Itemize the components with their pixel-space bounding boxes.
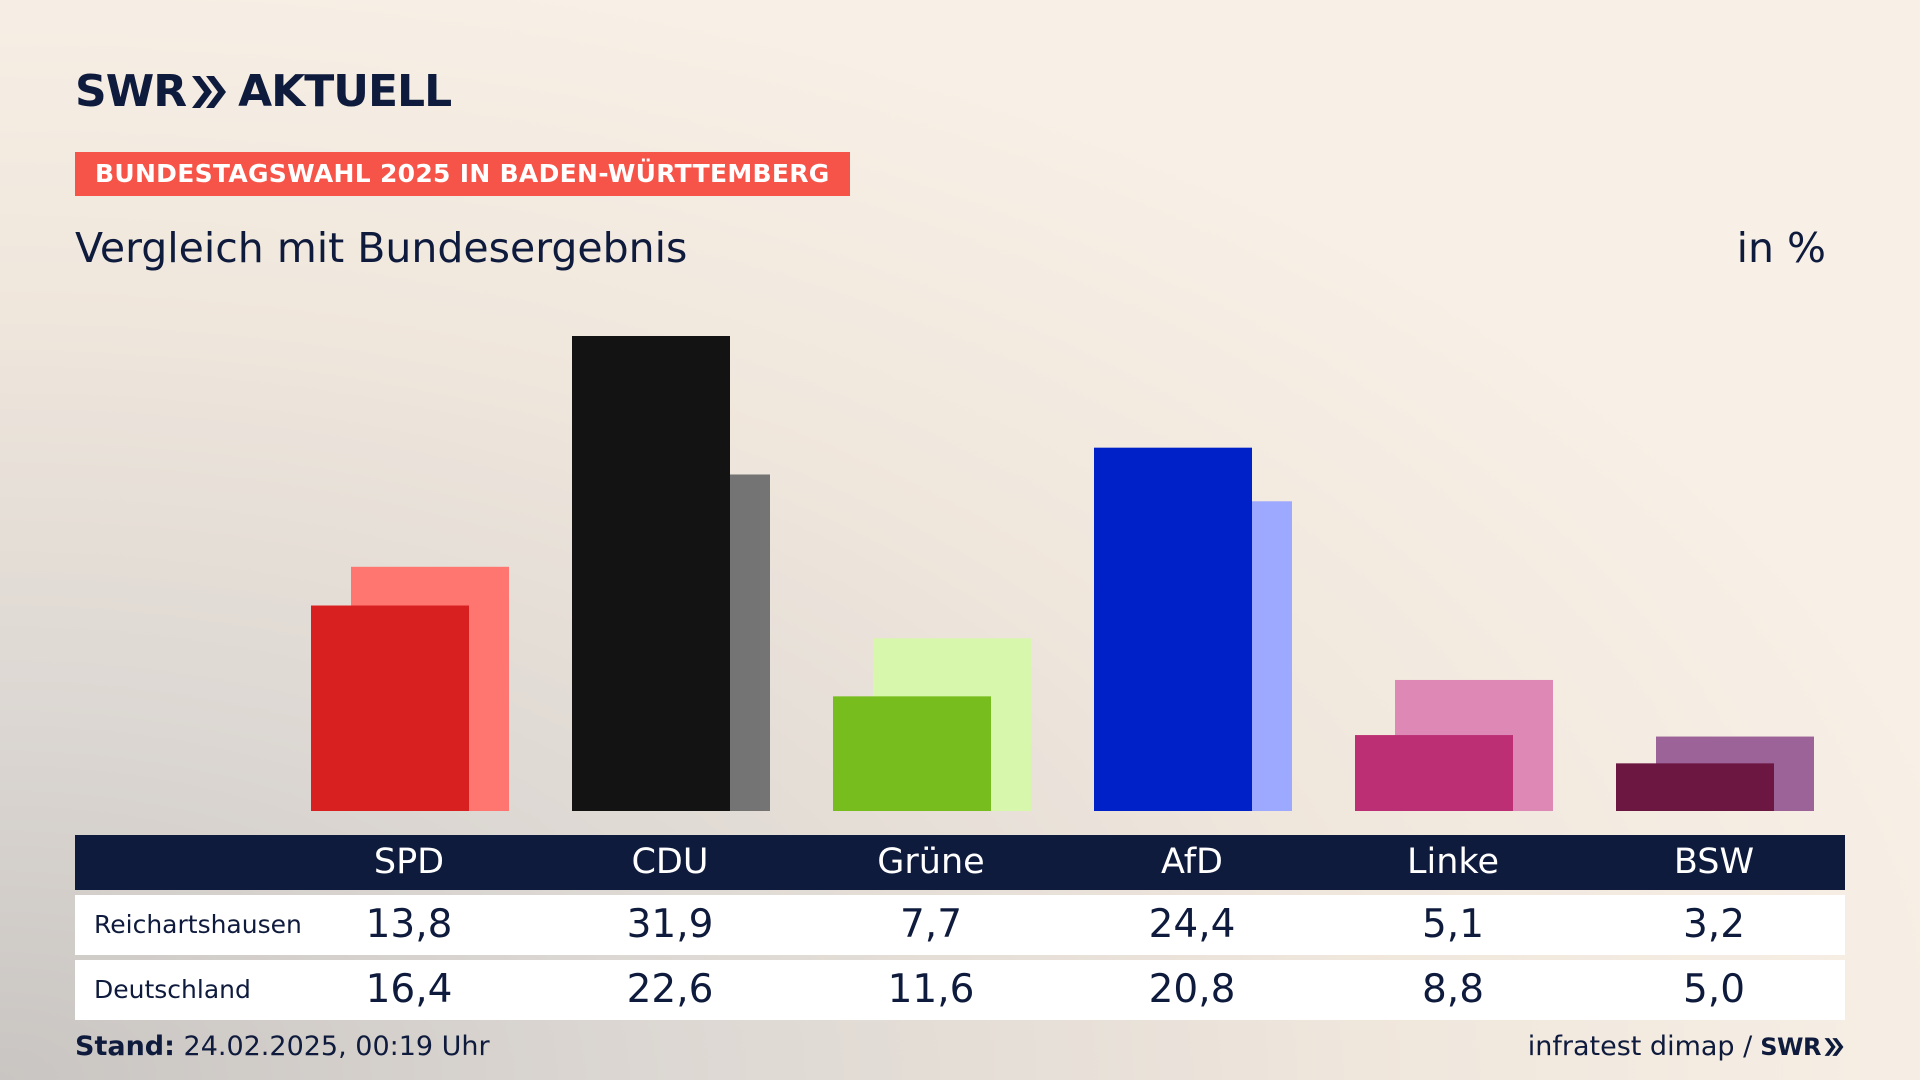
bar-afd-reichartshausen bbox=[1094, 447, 1252, 811]
value-cell: 22,6 bbox=[626, 967, 714, 1012]
election-badge: BUNDESTAGSWAHL 2025 IN BADEN-WÜRTTEMBERG bbox=[75, 152, 850, 196]
value-cell: 3,2 bbox=[1682, 902, 1746, 947]
value-cell: 8,8 bbox=[1421, 967, 1485, 1012]
value-cell: 13,8 bbox=[365, 902, 453, 947]
bar-spd-reichartshausen bbox=[311, 605, 469, 811]
stand-value: 24.02.2025, 00:19 Uhr bbox=[183, 1031, 490, 1062]
unit-label: in % bbox=[1736, 224, 1826, 272]
header-afd: AfD bbox=[1161, 842, 1223, 882]
row-label-reichartshausen: Reichartshausen bbox=[94, 910, 302, 939]
stand-label: Stand: bbox=[75, 1031, 175, 1062]
logo-aktuell-text: AKTUELL bbox=[238, 66, 452, 117]
value-cell: 11,6 bbox=[887, 967, 975, 1012]
value-cell: 5,1 bbox=[1421, 902, 1485, 947]
double-chevron-icon bbox=[1824, 1038, 1844, 1056]
table-header-row: SPD CDU Grüne AfD Linke BSW bbox=[75, 835, 1845, 890]
header-cdu: CDU bbox=[631, 842, 709, 882]
header-bsw: BSW bbox=[1673, 842, 1755, 882]
footer-swr-logo: SWR bbox=[1760, 1033, 1821, 1061]
results-table: SPD CDU Grüne AfD Linke BSW Reichartshau… bbox=[75, 835, 1845, 1020]
table-row: Reichartshausen 13,8 31,9 7,7 24,4 5,1 3… bbox=[75, 895, 1845, 955]
bar-linke-reichartshausen bbox=[1355, 735, 1513, 811]
chart-subtitle: Vergleich mit Bundesergebnis bbox=[75, 224, 688, 272]
source-credit: infratest dimap / SWR bbox=[1528, 1030, 1845, 1064]
value-cell: 24,4 bbox=[1148, 902, 1236, 947]
logo-swr-text: SWR bbox=[75, 66, 187, 117]
value-cell: 31,9 bbox=[626, 902, 714, 947]
source-text: infratest dimap / bbox=[1527, 1031, 1753, 1062]
swr-aktuell-logo: SWR AKTUELL bbox=[75, 66, 452, 117]
bar-chart bbox=[311, 336, 1814, 811]
timestamp: Stand: 24.02.2025, 00:19 Uhr bbox=[75, 1030, 490, 1064]
value-cell: 16,4 bbox=[365, 967, 453, 1012]
header-spd: SPD bbox=[373, 842, 445, 882]
double-chevron-icon bbox=[192, 76, 227, 108]
bar-cdu-reichartshausen bbox=[572, 336, 730, 811]
header-linke: Linke bbox=[1407, 842, 1499, 882]
bar-gruene-reichartshausen bbox=[833, 696, 991, 811]
row-label-deutschland: Deutschland bbox=[94, 975, 251, 1004]
value-cell: 7,7 bbox=[899, 902, 963, 947]
value-cell: 20,8 bbox=[1148, 967, 1236, 1012]
header-gruene: Grüne bbox=[877, 842, 985, 882]
value-cell: 5,0 bbox=[1682, 967, 1746, 1012]
bar-bsw-reichartshausen bbox=[1616, 763, 1774, 811]
table-row: Deutschland 16,4 22,6 11,6 20,8 8,8 5,0 bbox=[75, 960, 1845, 1020]
